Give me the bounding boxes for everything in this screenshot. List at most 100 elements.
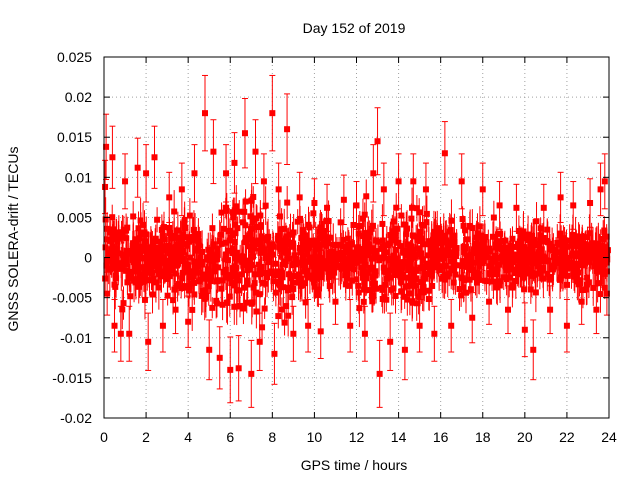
x-tick-label: 14 bbox=[391, 429, 407, 445]
data-point bbox=[257, 247, 264, 254]
data-point bbox=[102, 216, 109, 223]
data-point bbox=[191, 291, 198, 298]
data-point bbox=[466, 260, 473, 267]
data-point bbox=[130, 246, 137, 253]
data-point bbox=[231, 282, 238, 289]
data-point bbox=[430, 236, 437, 243]
data-point bbox=[591, 263, 598, 270]
data-point bbox=[155, 284, 162, 291]
data-point bbox=[474, 230, 481, 237]
data-point bbox=[446, 270, 453, 277]
data-point bbox=[171, 286, 178, 293]
data-point bbox=[328, 254, 335, 261]
data-point bbox=[330, 260, 337, 267]
data-point bbox=[360, 232, 367, 239]
data-point bbox=[390, 258, 397, 265]
data-point bbox=[306, 272, 313, 279]
data-point bbox=[458, 274, 465, 281]
data-point bbox=[146, 277, 153, 284]
data-point bbox=[493, 271, 500, 278]
x-tick-label: 4 bbox=[184, 429, 192, 445]
data-point bbox=[542, 258, 549, 265]
data-point bbox=[182, 260, 189, 267]
data-point bbox=[130, 249, 137, 256]
data-point bbox=[452, 245, 459, 252]
data-point bbox=[401, 346, 408, 353]
data-point bbox=[196, 242, 203, 249]
data-point bbox=[500, 274, 507, 281]
data-point bbox=[575, 239, 582, 246]
data-point bbox=[468, 267, 475, 274]
data-point bbox=[448, 322, 455, 329]
data-point bbox=[272, 272, 279, 279]
data-point bbox=[122, 259, 129, 266]
data-point bbox=[171, 232, 178, 239]
data-point bbox=[255, 261, 262, 268]
data-point bbox=[259, 324, 266, 331]
data-point bbox=[366, 287, 373, 294]
data-point bbox=[589, 241, 596, 248]
data-point bbox=[277, 246, 284, 253]
data-point bbox=[172, 306, 179, 313]
data-point bbox=[217, 231, 224, 238]
data-point bbox=[392, 246, 399, 253]
data-point bbox=[598, 264, 605, 271]
data-point bbox=[499, 253, 506, 260]
data-point bbox=[475, 271, 482, 278]
data-point bbox=[103, 143, 110, 150]
data-point bbox=[205, 283, 212, 290]
data-point bbox=[246, 232, 253, 239]
data-point bbox=[441, 150, 448, 157]
data-point bbox=[419, 221, 426, 228]
data-point bbox=[219, 277, 226, 284]
data-point bbox=[361, 330, 368, 337]
data-point bbox=[576, 250, 583, 257]
data-point bbox=[451, 238, 458, 245]
data-point bbox=[355, 230, 362, 237]
data-point bbox=[203, 292, 210, 299]
data-point bbox=[149, 269, 156, 276]
data-point bbox=[241, 130, 248, 137]
data-point bbox=[355, 257, 362, 264]
data-point bbox=[135, 283, 142, 290]
data-point bbox=[243, 260, 250, 267]
data-point bbox=[406, 264, 413, 271]
data-point bbox=[286, 271, 293, 278]
data-point bbox=[533, 251, 540, 258]
data-point bbox=[599, 248, 606, 255]
data-point bbox=[135, 225, 142, 232]
data-point bbox=[582, 259, 589, 266]
data-point bbox=[150, 275, 157, 282]
data-point bbox=[521, 326, 528, 333]
data-point bbox=[513, 255, 520, 262]
data-point bbox=[469, 314, 476, 321]
data-point bbox=[505, 306, 511, 313]
data-point bbox=[166, 194, 173, 201]
data-point bbox=[250, 193, 257, 200]
data-point bbox=[547, 306, 554, 313]
data-point bbox=[327, 234, 334, 241]
x-tick-label: 20 bbox=[517, 429, 533, 445]
data-point bbox=[248, 261, 255, 268]
data-point bbox=[514, 240, 521, 247]
data-point bbox=[227, 234, 234, 241]
data-point bbox=[224, 247, 231, 254]
data-point bbox=[144, 268, 151, 275]
data-point bbox=[226, 293, 233, 300]
data-point bbox=[356, 222, 363, 229]
data-point bbox=[593, 244, 600, 251]
data-point bbox=[311, 283, 318, 290]
data-point bbox=[395, 239, 402, 246]
data-point bbox=[318, 274, 325, 281]
data-point bbox=[431, 330, 438, 337]
data-point bbox=[446, 228, 453, 235]
data-point bbox=[363, 250, 370, 257]
data-point bbox=[558, 269, 565, 276]
data-point bbox=[404, 247, 411, 254]
data-point bbox=[258, 222, 265, 229]
data-point bbox=[206, 257, 213, 264]
data-point bbox=[403, 230, 410, 237]
data-point bbox=[418, 250, 425, 257]
chart-title: Day 152 of 2019 bbox=[303, 20, 406, 36]
